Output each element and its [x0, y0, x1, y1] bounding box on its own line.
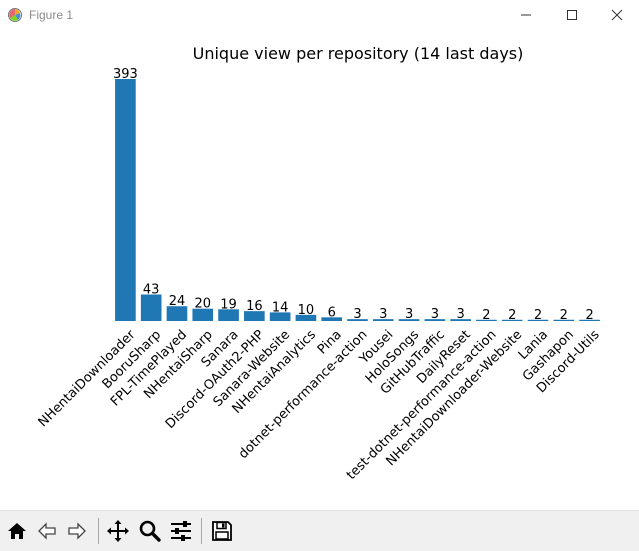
bar-7	[295, 314, 317, 321]
data-label-6: 14	[272, 300, 289, 315]
data-label-14: 2	[482, 308, 490, 323]
bar-3	[192, 308, 214, 321]
window-title: Figure 1	[29, 8, 74, 22]
bar-2	[166, 306, 188, 321]
bar-12	[424, 319, 446, 321]
save-button[interactable]	[208, 518, 236, 544]
data-label-18: 2	[585, 308, 593, 323]
zoom-button[interactable]	[136, 518, 164, 544]
data-labels-layer: 393 43 24 20 19 16 14 10 6 3 3 3 3 3 2 2 2 2 2	[113, 67, 594, 323]
forward-arrow-icon	[68, 522, 86, 540]
bar-9	[347, 319, 368, 321]
close-button[interactable]	[594, 0, 639, 30]
data-label-7: 10	[298, 303, 315, 318]
maximize-icon	[567, 10, 577, 20]
window-titlebar: Figure 1	[0, 0, 639, 30]
home-icon	[8, 523, 26, 539]
toolbar-separator	[98, 518, 99, 544]
data-label-3: 20	[194, 297, 211, 312]
data-label-9: 3	[353, 307, 361, 322]
navigation-toolbar	[0, 510, 639, 551]
bar-16	[527, 319, 549, 321]
bar-6	[269, 312, 291, 321]
bar-15	[501, 319, 523, 321]
tick-labels-layer: NHentaiDownloaderBooruSharpFPL-TimePlaye…	[36, 327, 603, 483]
data-label-12: 3	[431, 307, 439, 322]
bars-layer	[115, 79, 600, 321]
back-arrow-icon	[38, 522, 56, 540]
back-button[interactable]	[33, 518, 61, 544]
home-button[interactable]	[3, 518, 31, 544]
minimize-button[interactable]	[503, 0, 549, 30]
bar-11	[398, 319, 420, 321]
bar-13	[450, 319, 471, 321]
data-label-11: 3	[405, 307, 413, 322]
data-label-8: 6	[328, 305, 336, 320]
chart-title: Unique view per repository (14 last days…	[193, 44, 524, 63]
data-label-0: 393	[113, 67, 138, 82]
bar-chart: Unique view per repository (14 last days…	[36, 44, 603, 483]
forward-button[interactable]	[63, 518, 91, 544]
save-floppy-icon	[212, 521, 232, 541]
bar-4	[218, 309, 239, 321]
data-label-1: 43	[143, 283, 160, 298]
pan-button[interactable]	[104, 518, 132, 544]
data-label-17: 2	[560, 308, 568, 323]
minimize-icon	[521, 14, 531, 16]
zoom-magnifier-icon	[139, 520, 161, 542]
data-label-2: 24	[169, 294, 186, 309]
matplotlib-figure-icon	[8, 8, 22, 22]
close-icon	[611, 9, 623, 21]
data-label-5: 16	[246, 299, 263, 314]
data-label-16: 2	[534, 308, 542, 323]
bar-17	[553, 319, 575, 321]
data-label-15: 2	[508, 308, 516, 323]
data-label-13: 3	[457, 307, 465, 322]
bar-1	[140, 294, 162, 321]
data-label-4: 19	[220, 297, 237, 312]
bar-0	[115, 79, 136, 321]
bar-10	[372, 319, 394, 321]
sliders-icon	[171, 521, 191, 541]
bar-14	[476, 319, 497, 321]
bar-8	[321, 317, 343, 321]
data-label-10: 3	[379, 307, 387, 322]
toolbar-separator	[201, 518, 202, 544]
configure-subplots-button[interactable]	[167, 518, 195, 544]
bar-18	[579, 319, 600, 321]
bar-5	[244, 311, 265, 321]
maximize-button[interactable]	[549, 0, 595, 30]
pan-move-icon	[107, 520, 129, 542]
